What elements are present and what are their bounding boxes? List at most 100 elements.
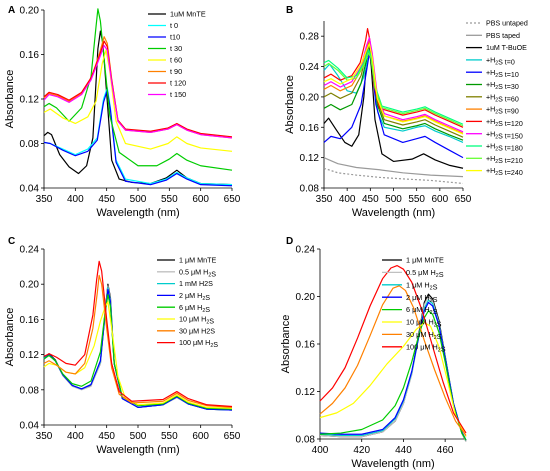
legend-label: +H2S t=180 <box>486 143 523 153</box>
series-line <box>43 89 233 187</box>
x-axis-label: Wavelength (nm) <box>351 458 434 470</box>
legend-label: 2 μM H2S <box>179 291 210 302</box>
panel-b-legend: PBS untaped PBS taped 1uM T-BuOE +H2S t=0 +H… <box>466 20 528 177</box>
panel-a-letter: A <box>8 5 15 16</box>
y-tick-label: 0.20 <box>300 92 320 103</box>
series-line <box>323 49 464 141</box>
x-tick-label: 550 <box>161 431 178 442</box>
x-axis-label: Wavelength (nm) <box>352 207 435 219</box>
series-line <box>43 274 233 408</box>
series-line <box>43 30 233 186</box>
y-tick-label: 0.16 <box>300 123 320 134</box>
series-line <box>43 87 233 186</box>
y-axis-label: Absorbance <box>4 70 16 129</box>
legend-label: t 90 <box>170 67 182 76</box>
y-tick-label: 0.08 <box>300 184 320 195</box>
y-tick-label: 0.12 <box>20 95 40 106</box>
series-line <box>43 294 233 410</box>
x-tick-label: 600 <box>192 431 209 442</box>
x-tick-label: 650 <box>455 194 472 205</box>
x-tick-label: 500 <box>130 194 147 205</box>
x-axis-label: Wavelength (nm) <box>96 207 179 219</box>
legend-label: 30 μM H2S <box>179 326 215 335</box>
x-tick-label: 450 <box>98 431 115 442</box>
y-tick-label: 0.24 <box>300 62 320 73</box>
series-line <box>323 52 464 127</box>
y-tick-label: 0.12 <box>20 350 40 361</box>
legend-label: +H2S t=210 <box>486 155 523 165</box>
y-tick-label: 0.16 <box>296 340 316 351</box>
legend-label: 10 μM H2S <box>179 315 214 326</box>
y-tick-label: 0.16 <box>20 50 40 61</box>
legend-label: PBS taped <box>486 32 520 40</box>
legend-label: t 150 <box>170 90 186 99</box>
legend-label: 1uM MnTE <box>170 10 206 19</box>
y-tick-label: 0.20 <box>296 292 316 303</box>
series-line <box>319 265 467 434</box>
panel-a-plot: 0.04 0.08 0.12 0.16 0.20 350 400 450 500 550 600 65… <box>4 6 241 220</box>
legend-label: 1 mM H2S <box>179 279 213 288</box>
series-line <box>319 301 467 441</box>
y-tick-label: 0.28 <box>300 32 320 43</box>
panel-c: C 0.04 0.08 0.12 0.16 0.20 0.24 350 400 450 500 55… <box>4 236 241 456</box>
legend-label: 30 μM H2S <box>406 330 442 341</box>
y-axis-label: Absorbance <box>4 308 16 367</box>
series-line <box>43 260 233 408</box>
legend-label: t 0 <box>170 21 178 30</box>
legend-label: PBS untaped <box>486 20 528 28</box>
legend-label: +H2S t=30 <box>486 81 519 91</box>
x-tick-label: 650 <box>224 194 241 205</box>
series-line <box>43 36 233 139</box>
y-tick-label: 0.08 <box>20 139 40 150</box>
x-tick-label: 600 <box>192 194 209 205</box>
legend-label: +H2S t=60 <box>486 93 519 103</box>
panel-b-letter: B <box>286 5 293 16</box>
series-line <box>43 288 233 411</box>
y-tick-label: 0.12 <box>300 153 320 164</box>
legend-label: +H2S t=150 <box>486 130 523 140</box>
x-tick-label: 450 <box>362 194 379 205</box>
x-tick-label: 650 <box>224 431 241 442</box>
legend-label: t10 <box>170 33 180 42</box>
panel-d: D 0.08 0.12 0.16 0.20 0.24 400 420 440 460Wavele… <box>280 236 467 470</box>
x-axis-label: Wavelength (nm) <box>96 444 179 456</box>
series-line <box>43 44 233 139</box>
y-tick-label: 0.20 <box>20 280 40 291</box>
legend-label: 6 μM H2S <box>179 303 210 314</box>
legend-label: t 120 <box>170 79 186 88</box>
series-line <box>323 157 464 178</box>
y-axis-label: Absorbance <box>284 75 296 134</box>
y-tick-label: 0.04 <box>20 184 40 195</box>
x-tick-label: 550 <box>408 194 425 205</box>
x-tick-label: 420 <box>353 445 370 456</box>
legend-label: +H2S t=120 <box>486 118 523 128</box>
series-line <box>319 285 467 436</box>
legend-label: 1 μM H2S <box>406 280 438 291</box>
panel-b: B 0.08 0.12 0.16 0.20 0.24 0.28 350 400 450 500 55… <box>284 5 528 219</box>
x-tick-label: 400 <box>312 445 329 456</box>
series-line <box>323 167 464 185</box>
x-tick-label: 400 <box>67 431 84 442</box>
y-tick-label: 0.24 <box>20 245 40 256</box>
series-line <box>43 287 233 411</box>
legend-label: 0.5 μM H2S <box>406 268 444 279</box>
x-tick-label: 500 <box>130 431 147 442</box>
legend-label: +H2S t=240 <box>486 167 523 177</box>
panel-d-plot: 0.08 0.12 0.16 0.20 0.24 400 420 440 460Waveleng… <box>280 245 467 470</box>
x-tick-label: 350 <box>36 431 53 442</box>
legend-label: 2 μM H2S <box>406 293 438 304</box>
series-line <box>323 43 464 135</box>
x-tick-label: 460 <box>437 445 454 456</box>
x-tick-label: 400 <box>339 194 356 205</box>
x-tick-label: 450 <box>98 194 115 205</box>
legend-label: 1 μM MnTE <box>179 256 216 265</box>
legend-label: 1 μM MnTE <box>406 256 444 265</box>
legend-label: +H2S t=10 <box>486 69 519 79</box>
x-tick-label: 440 <box>395 445 412 456</box>
y-tick-label: 0.08 <box>296 435 316 446</box>
y-axis-label: Absorbance <box>280 315 292 374</box>
panel-c-letter: C <box>8 236 15 247</box>
y-tick-label: 0.04 <box>20 421 40 432</box>
